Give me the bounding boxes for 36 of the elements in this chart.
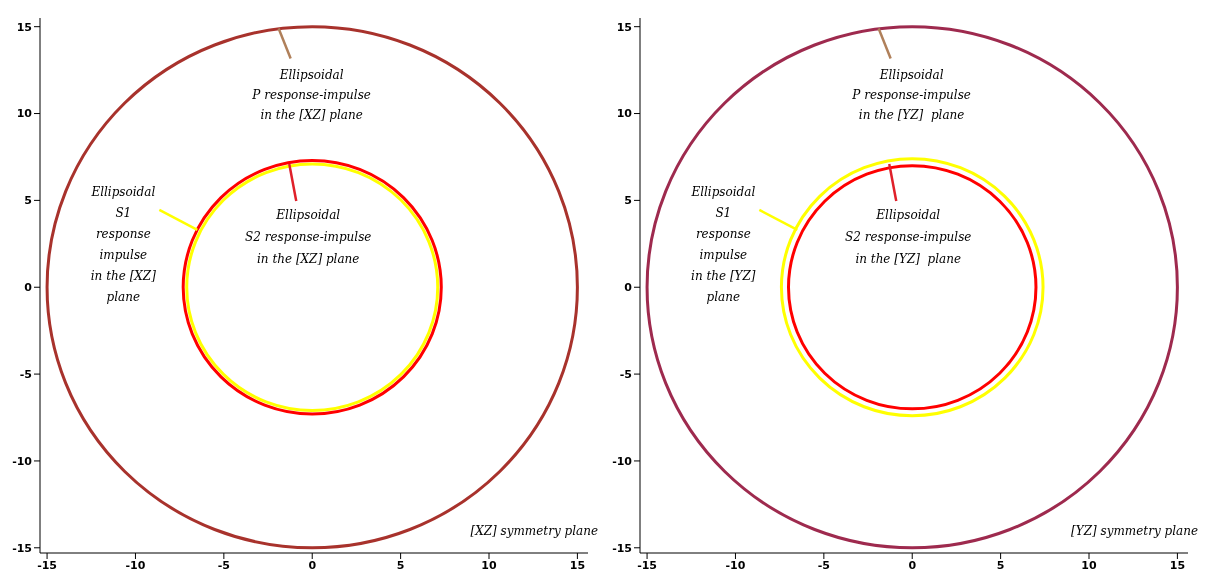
y-tick-label: 0: [24, 281, 33, 295]
annotation: [YZ] symmetry plane: [1071, 524, 1198, 538]
x-tick-label: 10: [1081, 558, 1097, 572]
x-tick-label: -5: [817, 558, 830, 572]
y-tick-label: 10: [616, 107, 633, 121]
y-tick-label: -10: [612, 454, 633, 468]
y-tick-label: 0: [624, 281, 633, 295]
x-tick-label: 5: [996, 558, 1005, 572]
y-tick-label: -5: [19, 367, 32, 381]
x-tick-label: -10: [125, 558, 146, 572]
x-tick-label: -15: [37, 558, 58, 572]
x-tick-label: 0: [908, 558, 917, 572]
y-tick-label: 10: [16, 107, 33, 121]
annotation: Ellipsoidal P response-impulse in the [YZ] plane: [851, 68, 971, 123]
y-tick-label: -15: [612, 541, 632, 555]
y-tick-label: 15: [16, 20, 32, 34]
x-tick-label: -10: [725, 558, 746, 572]
annotation: Ellipsoidal S2 response-impulse in the [YZ] plane: [845, 207, 972, 266]
y-tick-label: 5: [24, 194, 32, 208]
y-tick-label: -15: [12, 541, 32, 555]
annotation: [XZ] symmetry plane: [470, 524, 598, 538]
x-tick-label: 10: [481, 558, 497, 572]
x-tick-label: 15: [1169, 558, 1186, 572]
y-tick-label: 5: [624, 194, 632, 208]
x-tick-label: -5: [217, 558, 230, 572]
annotation: Ellipsoidal P response-impulse in the [XZ] plane: [251, 68, 371, 123]
x-tick-label: -15: [637, 558, 658, 572]
x-tick-label: 0: [308, 558, 317, 572]
annotation: Ellipsoidal S1 response impulse in the [XZ] plane: [90, 184, 157, 304]
annotation: Ellipsoidal S1 response impulse in the [YZ] plane: [690, 184, 756, 304]
x-tick-label: 5: [396, 558, 405, 572]
x-tick-label: 15: [569, 558, 586, 572]
y-tick-label: 15: [616, 20, 632, 34]
y-tick-label: -5: [619, 367, 632, 381]
y-tick-label: -10: [12, 454, 33, 468]
annotation: Ellipsoidal S2 response-impulse in the [XZ] plane: [245, 207, 372, 266]
